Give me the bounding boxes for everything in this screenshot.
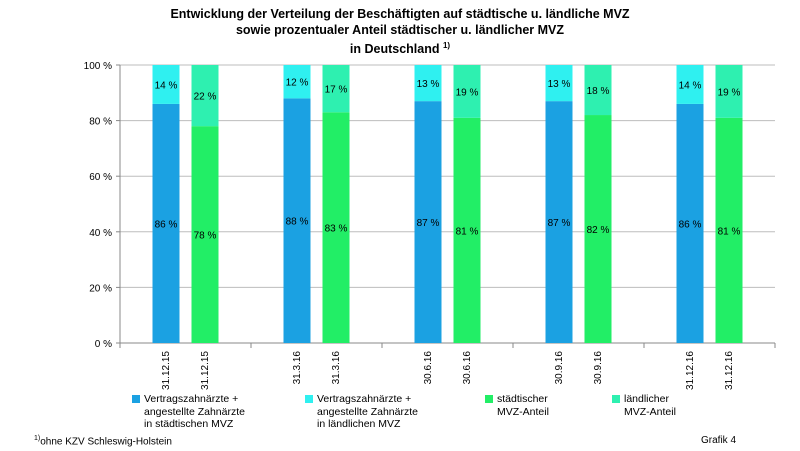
- legend-label: ländlicher MVZ-Anteil: [624, 393, 676, 418]
- figure-number: Grafik 4: [701, 435, 737, 446]
- footnote: 1)ohne KZV Schleswig-Holstein: [34, 435, 172, 447]
- x-category-label: 31.3.16: [331, 351, 342, 385]
- bar-segment-bottom: [676, 103, 704, 343]
- bar-segment-top: [584, 65, 612, 116]
- bar-segment-bottom: [283, 98, 311, 343]
- legend-swatch: [612, 395, 620, 403]
- legend-label: Vertragszahnärzte + angestellte Zahnärzt…: [317, 393, 418, 430]
- bar-segment-top: [715, 65, 743, 118]
- bar-label-bottom: 81 %: [456, 226, 479, 237]
- bar-segment-top: [322, 65, 350, 113]
- bar-segment-top: [676, 65, 704, 104]
- y-tick-label: 80 %: [89, 117, 112, 128]
- bar-segment-top: [152, 65, 180, 104]
- x-category-label: 31.12.15: [200, 351, 211, 390]
- bar-label-top: 19 %: [718, 87, 741, 98]
- y-tick-label: 100 %: [84, 61, 112, 72]
- footnote-marker: 1): [34, 435, 41, 442]
- legend-swatch: [485, 395, 493, 403]
- bar-segment-bottom: [414, 101, 442, 343]
- legend-label: städtischer MVZ-Anteil: [497, 393, 549, 418]
- x-category-label: 30.6.16: [462, 351, 473, 385]
- bar-segment-bottom: [322, 112, 350, 343]
- title-line-3-text: in Deutschland: [349, 42, 440, 57]
- x-category-label: 30.6.16: [423, 351, 434, 385]
- title-line-3: in Deutschland 1): [0, 38, 800, 57]
- bar-label-bottom: 87 %: [417, 218, 440, 229]
- bar-label-bottom: 86 %: [679, 219, 702, 230]
- bar-label-bottom: 88 %: [286, 217, 309, 228]
- bar-segment-bottom: [191, 126, 219, 343]
- x-category-label: 31.12.15: [161, 351, 172, 390]
- bar-segment-top: [191, 65, 219, 127]
- footnote-text: ohne KZV Schleswig-Holstein: [40, 436, 172, 448]
- x-category-label: 31.12.16: [685, 351, 696, 390]
- y-tick-label: 0 %: [95, 339, 112, 350]
- bar-label-bottom: 82 %: [587, 225, 610, 236]
- bar-label-top: 13 %: [548, 79, 571, 90]
- bar-segment-bottom: [584, 115, 612, 343]
- bar-segment-top: [283, 65, 311, 99]
- x-category-label: 30.9.16: [554, 351, 565, 385]
- bar-label-top: 22 %: [194, 92, 217, 103]
- legend-label: Vertragszahnärzte + angestellte Zahnärzt…: [144, 393, 245, 430]
- bar-label-top: 17 %: [325, 85, 348, 96]
- y-tick-label: 60 %: [89, 172, 112, 183]
- legend-swatch: [132, 395, 140, 403]
- title-footnote-marker: 1): [442, 41, 451, 50]
- bar-label-top: 18 %: [587, 86, 610, 97]
- legend-swatch: [305, 395, 313, 403]
- y-tick-label: 40 %: [89, 228, 112, 239]
- bar-label-top: 14 %: [155, 80, 178, 91]
- bar-label-bottom: 81 %: [718, 226, 741, 237]
- bar-segment-bottom: [152, 103, 180, 343]
- x-category-label: 30.9.16: [593, 351, 604, 385]
- bar-segment-bottom: [715, 117, 743, 343]
- bar-label-bottom: 87 %: [548, 218, 571, 229]
- bar-label-top: 12 %: [286, 78, 309, 89]
- bar-segment-top: [453, 65, 481, 118]
- bar-segment-bottom: [453, 117, 481, 343]
- x-category-label: 31.12.16: [724, 351, 735, 390]
- y-tick-label: 20 %: [89, 283, 112, 294]
- bar-segment-top: [545, 65, 573, 102]
- title-line-1: Entwicklung der Verteilung der Beschäfti…: [170, 7, 630, 21]
- bar-label-top: 14 %: [679, 80, 702, 91]
- title-line-2: sowie prozentualer Anteil städtischer u.…: [235, 23, 565, 37]
- bar-label-bottom: 78 %: [194, 231, 217, 242]
- bar-label-top: 13 %: [417, 79, 440, 90]
- chart-title: Entwicklung der Verteilung der Beschäfti…: [0, 6, 800, 57]
- bar-label-bottom: 83 %: [325, 224, 348, 235]
- bar-segment-top: [414, 65, 442, 102]
- x-category-label: 31.3.16: [292, 351, 303, 385]
- bar-label-top: 19 %: [456, 87, 479, 98]
- bar-segment-bottom: [545, 101, 573, 343]
- bar-label-bottom: 86 %: [155, 219, 178, 230]
